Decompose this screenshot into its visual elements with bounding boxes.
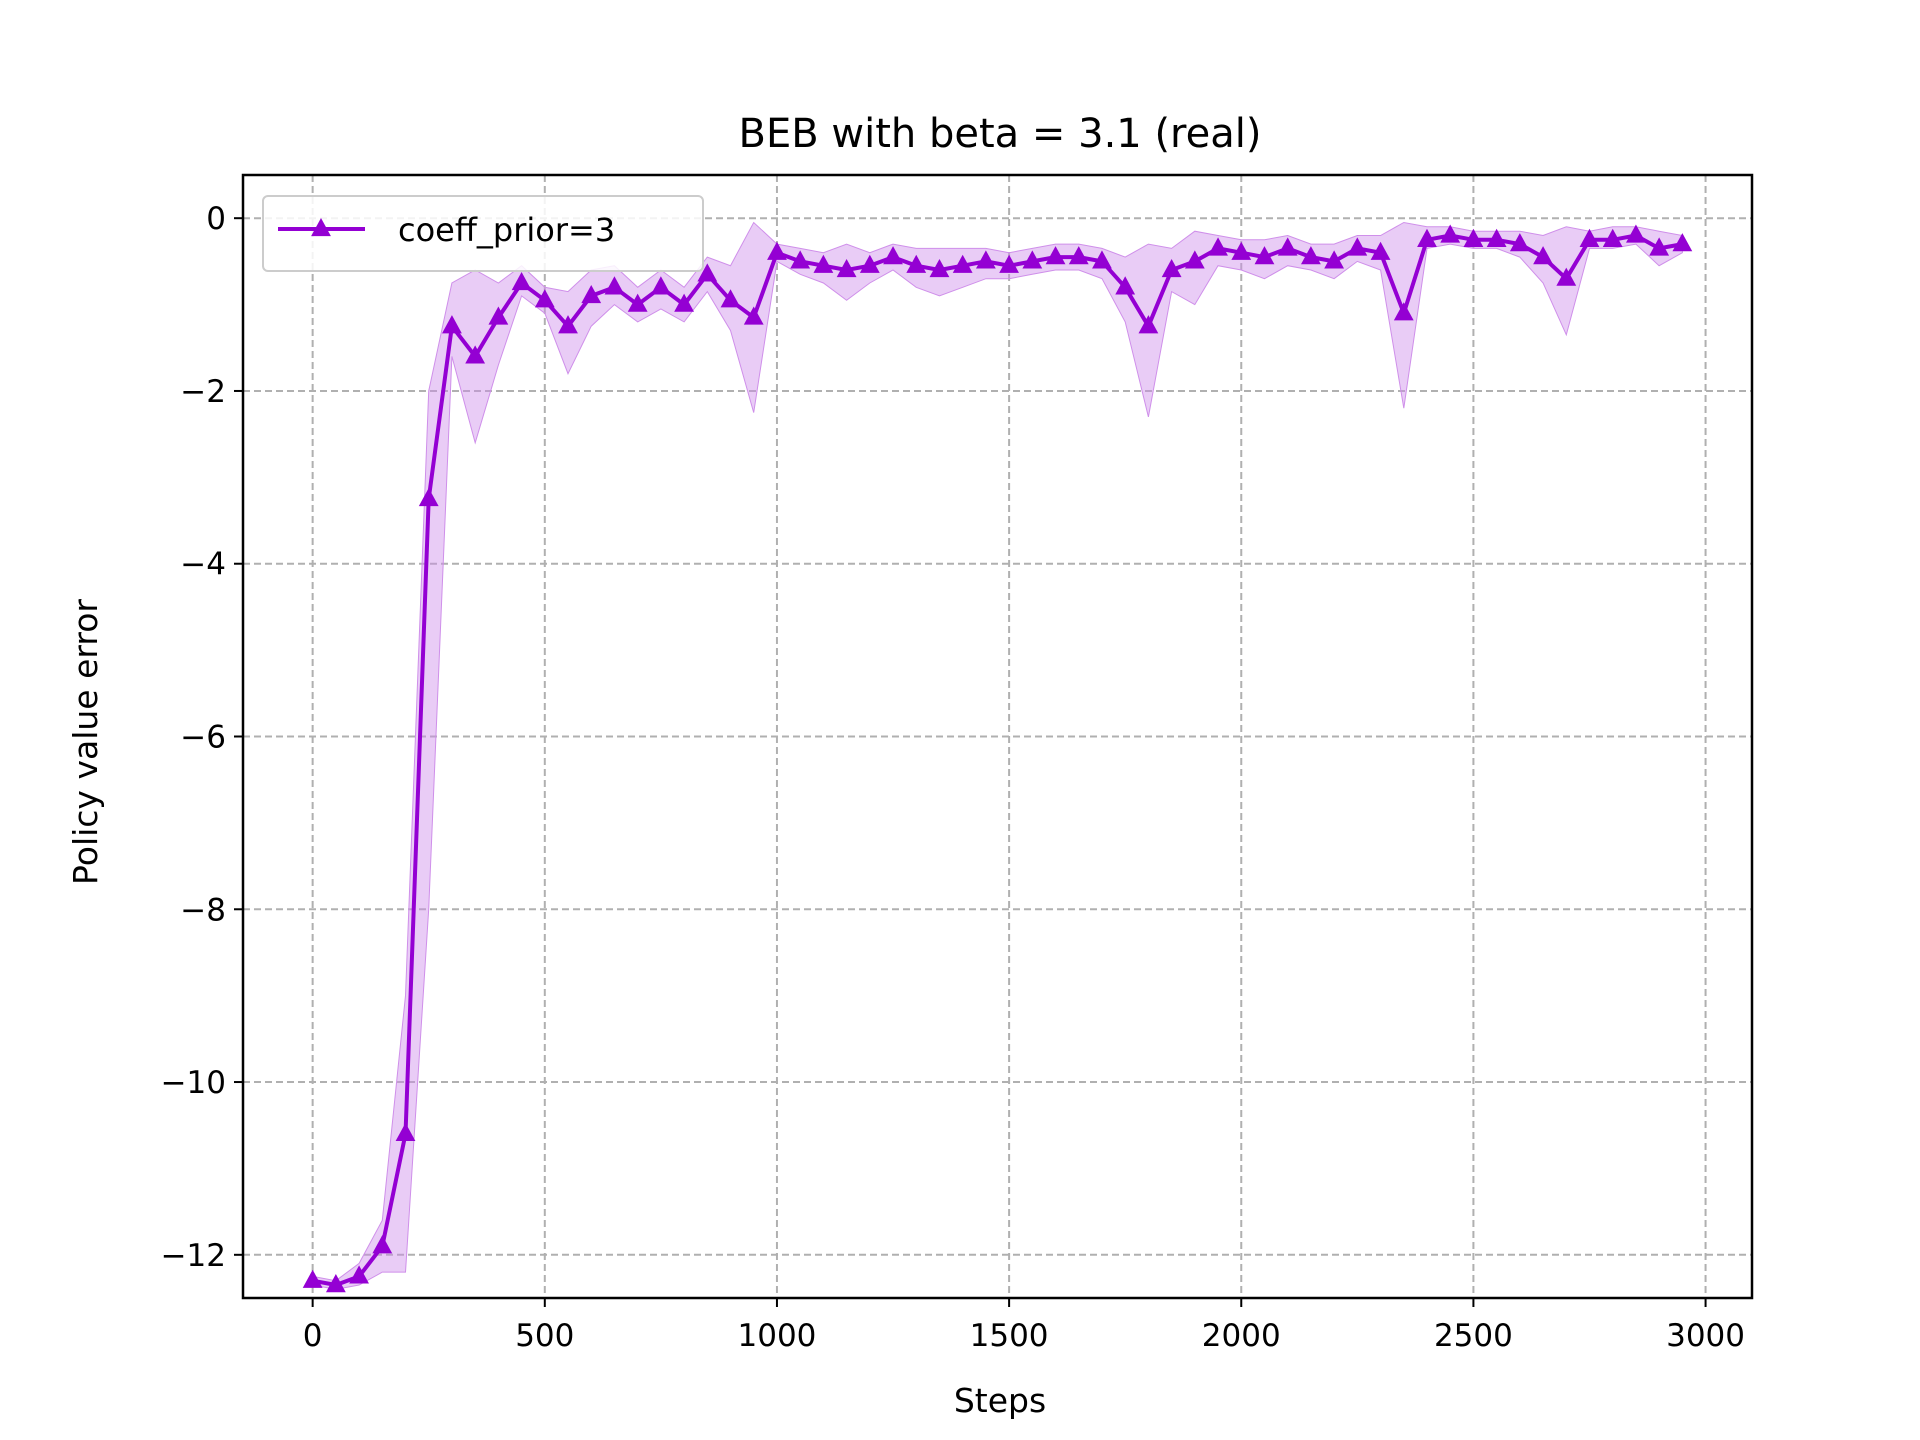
- axis-ticks: 0 500 1000 1500 2000 2500 3000 0 −2 −4 −6 −8 −10 −12: [161, 201, 1745, 1354]
- data-point-marker: [1045, 246, 1066, 265]
- data-point-marker: [1486, 228, 1507, 247]
- data-point-marker: [1161, 259, 1182, 278]
- data-point-marker: [929, 259, 950, 278]
- data-point-marker: [581, 284, 602, 304]
- y-tick-label: 0: [206, 201, 226, 237]
- data-point-marker: [1324, 250, 1345, 269]
- data-point-marker: [465, 345, 486, 364]
- data-point-marker: [604, 276, 625, 295]
- x-tick-label: 2000: [1202, 1318, 1281, 1354]
- data-point-marker: [1533, 246, 1553, 265]
- data-point-marker: [511, 271, 532, 291]
- data-point-marker: [372, 1235, 393, 1254]
- data-point-marker: [1254, 246, 1275, 265]
- data-point-marker: [674, 293, 694, 312]
- y-tick-label: −12: [161, 1238, 226, 1274]
- data-point-marker: [1579, 228, 1600, 247]
- data-point-marker: [418, 487, 439, 507]
- data-point-marker: [1672, 233, 1693, 252]
- data-point-marker: [883, 246, 903, 265]
- data-point-marker: [767, 241, 787, 260]
- legend: coeff_prior=3: [262, 195, 704, 272]
- grid: [243, 175, 1752, 1298]
- data-point-marker: [1092, 250, 1112, 269]
- chart-title: BEB with beta = 3.1 (real): [739, 111, 1262, 157]
- data-point-marker: [1649, 237, 1670, 256]
- data-point-marker: [1393, 302, 1414, 321]
- data-point-marker: [1184, 250, 1205, 269]
- data-point-marker: [1022, 250, 1043, 269]
- data-point-marker: [697, 263, 718, 282]
- data-point-marker: [1626, 224, 1646, 243]
- y-tick-label: −10: [161, 1065, 226, 1101]
- x-axis-label: Steps: [954, 1381, 1046, 1420]
- data-point-marker: [534, 289, 555, 308]
- data-point-marker: [952, 254, 973, 273]
- data-point-marker: [720, 289, 741, 308]
- data-point-marker: [999, 254, 1020, 273]
- data-point-marker: [1417, 228, 1437, 247]
- data-point-marker: [1068, 246, 1089, 265]
- x-tick-label: 1000: [738, 1318, 817, 1354]
- data-point-marker: [558, 315, 578, 334]
- data-point-marker: [1138, 315, 1159, 334]
- data-point-marker: [349, 1265, 369, 1284]
- x-tick-label: 0: [303, 1318, 323, 1354]
- data-point-marker: [488, 306, 509, 325]
- marker-layer: [302, 224, 1693, 1293]
- data-point-marker: [1602, 228, 1623, 247]
- data-point-marker: [790, 250, 811, 269]
- data-point-marker: [1277, 237, 1298, 256]
- data-point-marker: [442, 315, 462, 334]
- legend-box: [262, 195, 704, 272]
- data-point-marker: [1463, 228, 1484, 247]
- data-point-marker: [1370, 241, 1391, 260]
- data-point-marker: [1440, 224, 1461, 243]
- data-point-marker: [743, 306, 764, 325]
- y-tick-label: −6: [180, 720, 226, 756]
- data-point-marker: [1301, 246, 1321, 265]
- y-tick-label: −8: [180, 892, 226, 928]
- y-tick-label: −4: [180, 547, 226, 583]
- x-tick-label: 3000: [1666, 1318, 1745, 1354]
- y-axis-label: Policy value error: [66, 599, 105, 885]
- data-point-marker: [1231, 241, 1252, 260]
- data-point-marker: [1556, 267, 1577, 286]
- y-tick-label: −2: [180, 374, 226, 410]
- x-tick-label: 500: [515, 1318, 574, 1354]
- data-point-marker: [395, 1122, 416, 1142]
- data-point-marker: [813, 254, 834, 273]
- data-point-marker: [836, 259, 857, 278]
- legend-label: coeff_prior=3: [398, 211, 615, 249]
- data-point-marker: [325, 1274, 346, 1293]
- data-point-marker: [650, 276, 671, 295]
- x-tick-label: 1500: [970, 1318, 1049, 1354]
- data-point-marker: [1347, 237, 1368, 256]
- data-point-marker: [1115, 276, 1136, 295]
- legend-marker-swatch: [311, 218, 331, 237]
- data-point-marker: [859, 254, 880, 273]
- data-point-marker: [627, 293, 648, 312]
- data-point-marker: [906, 254, 927, 273]
- data-point-marker: [1509, 233, 1530, 252]
- x-tick-label: 2500: [1434, 1318, 1513, 1354]
- data-point-marker: [975, 250, 996, 269]
- data-point-marker: [1208, 237, 1228, 256]
- data-point-marker: [302, 1269, 323, 1288]
